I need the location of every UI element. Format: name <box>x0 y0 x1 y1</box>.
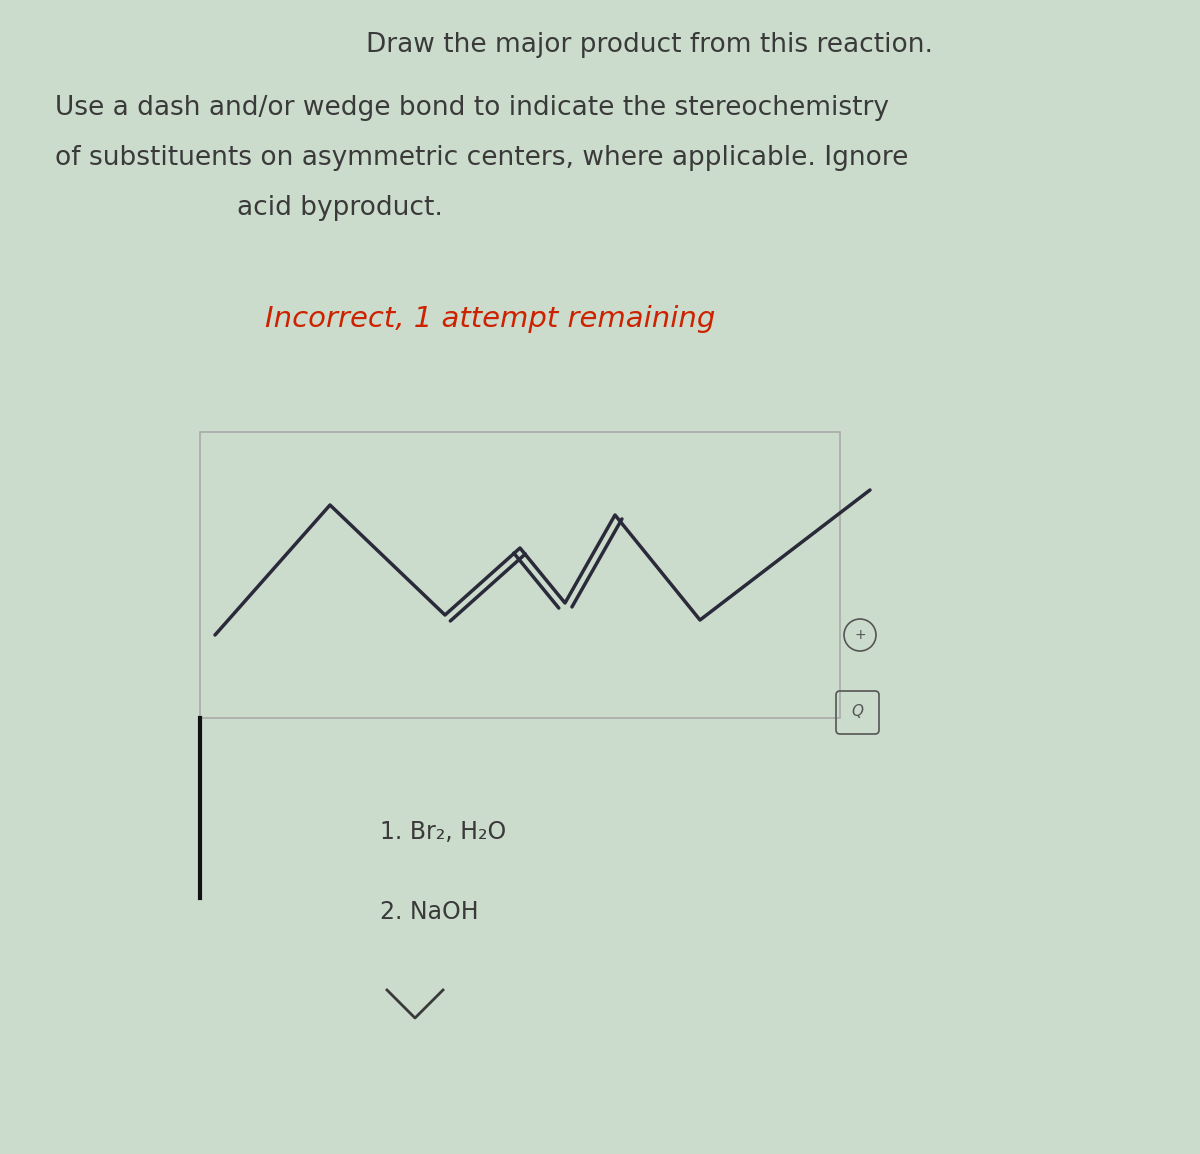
Text: Q: Q <box>851 704 863 719</box>
Text: Incorrect, 1 attempt remaining: Incorrect, 1 attempt remaining <box>265 305 715 334</box>
Text: 2. NaOH: 2. NaOH <box>380 900 479 924</box>
Text: +: + <box>854 628 866 642</box>
Text: acid byproduct.: acid byproduct. <box>238 195 443 222</box>
Bar <box>200 432 840 718</box>
Text: Draw the major product from this reaction.: Draw the major product from this reactio… <box>366 32 934 58</box>
Text: of substituents on asymmetric centers, where applicable. Ignore: of substituents on asymmetric centers, w… <box>55 145 908 171</box>
Text: 1. Br₂, H₂O: 1. Br₂, H₂O <box>380 820 506 844</box>
Text: Use a dash and/or wedge bond to indicate the stereochemistry: Use a dash and/or wedge bond to indicate… <box>55 95 889 121</box>
